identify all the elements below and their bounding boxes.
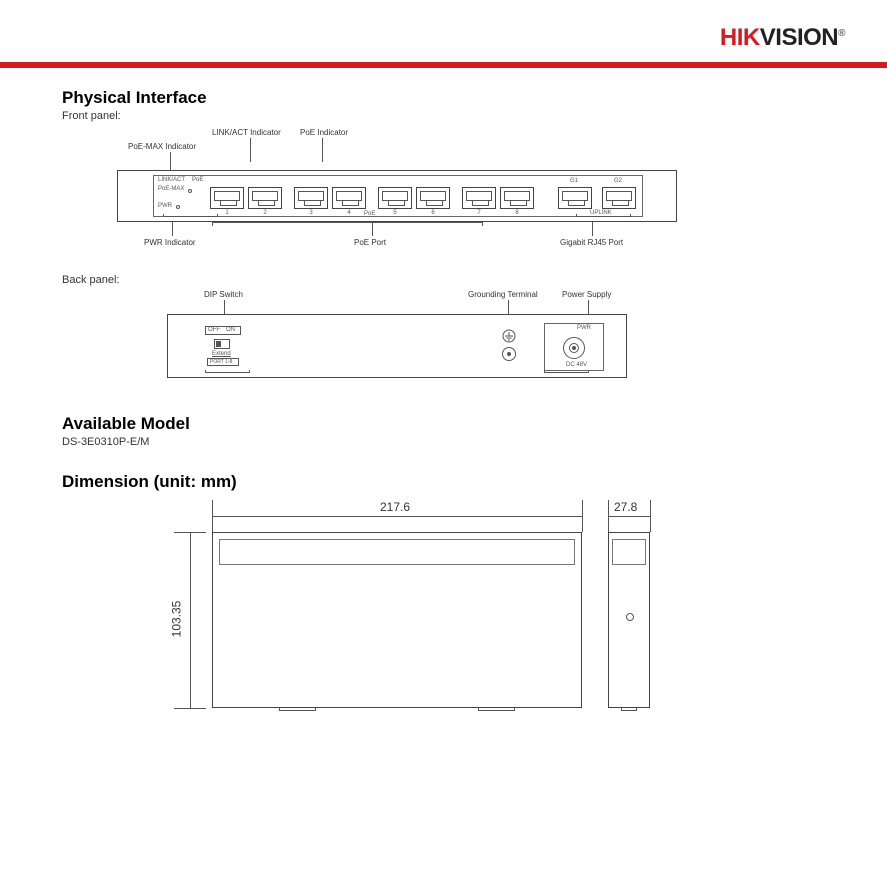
front-device-outline: LINK/ACT PoE PoE-MAX PWR 1 2 3 4 5 6 7 8… bbox=[117, 170, 677, 222]
poe-port-3 bbox=[294, 187, 328, 209]
back-panel-diagram: DIP Switch Grounding Terminal Power Supp… bbox=[62, 290, 845, 400]
front-panel-diagram: LINK/ACT Indicator PoE Indicator PoE-MAX… bbox=[62, 126, 845, 266]
poe-port-6 bbox=[416, 187, 450, 209]
model-number: DS-3E0310P-E/M bbox=[62, 436, 845, 448]
uplink-port-g1 bbox=[558, 187, 592, 209]
brand-logo: HIKVISION® bbox=[720, 24, 845, 52]
back-device-outline: OFF ON Extend PORT 1-8 PWR DC 48V bbox=[167, 314, 627, 378]
heading-physical: Physical Interface bbox=[62, 88, 845, 108]
poe-port-7 bbox=[462, 187, 496, 209]
callout-dip: DIP Switch bbox=[204, 290, 243, 299]
lbl-poemax-s: PoE-MAX bbox=[158, 186, 184, 192]
logo-vision: VISION bbox=[760, 24, 838, 51]
callout-gnd: Grounding Terminal bbox=[468, 290, 538, 299]
poe-port-4 bbox=[332, 187, 366, 209]
label-back-panel: Back panel: bbox=[62, 274, 845, 286]
poe-port-2 bbox=[248, 187, 282, 209]
callout-linkact: LINK/ACT Indicator bbox=[212, 128, 281, 137]
callout-pwr-indicator: PWR Indicator bbox=[144, 238, 196, 247]
heading-model: Available Model bbox=[62, 414, 845, 434]
callout-poe-port: PoE Port bbox=[354, 238, 386, 247]
dim-height: 103.35 bbox=[169, 601, 183, 638]
dim-depth: 27.8 bbox=[614, 500, 637, 514]
dimension-diagram: 217.6 27.8 103.35 bbox=[62, 496, 845, 736]
label-front-panel: Front panel: bbox=[62, 110, 845, 122]
ground-icon bbox=[502, 329, 516, 343]
callout-power-supply: Power Supply bbox=[562, 290, 611, 299]
poe-port-5 bbox=[378, 187, 412, 209]
uplink-port-g2 bbox=[602, 187, 636, 209]
dim-side-view bbox=[608, 532, 650, 708]
lbl-poe-group: PoE bbox=[364, 211, 375, 217]
callout-rj45: Gigabit RJ45 Port bbox=[560, 238, 623, 247]
lbl-poe-s: PoE bbox=[192, 177, 203, 183]
lbl-pwr-s: PWR bbox=[158, 203, 172, 209]
heading-dimension: Dimension (unit: mm) bbox=[62, 472, 845, 492]
poe-port-1 bbox=[210, 187, 244, 209]
poe-port-8 bbox=[500, 187, 534, 209]
accent-bar bbox=[0, 62, 887, 68]
callout-poemax: PoE-MAX Indicator bbox=[128, 142, 196, 151]
callout-poe-indicator: PoE Indicator bbox=[300, 128, 348, 137]
dim-front-view bbox=[212, 532, 582, 708]
lbl-linkact-s: LINK/ACT bbox=[158, 177, 185, 183]
logo-hik: HIK bbox=[720, 24, 760, 51]
dim-width: 217.6 bbox=[380, 500, 410, 514]
